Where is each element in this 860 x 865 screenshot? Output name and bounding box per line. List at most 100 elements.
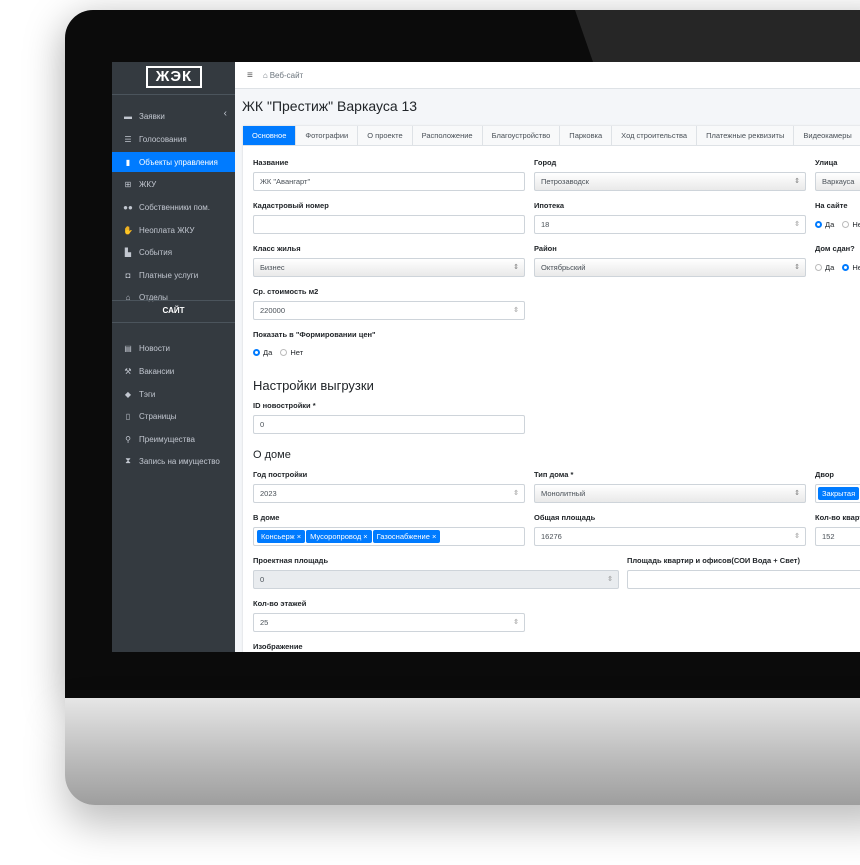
sidebar-item-label: Неоплата ЖКУ	[139, 225, 195, 235]
website-link[interactable]: Веб-сайт	[269, 70, 304, 80]
spinner-icon[interactable]: ⇳	[513, 619, 519, 626]
soi-input[interactable]	[627, 570, 860, 589]
sidebar-item[interactable]: ▮ Объекты управления	[112, 152, 235, 172]
radio-group: Да Нет	[815, 263, 860, 272]
inhouse-tag[interactable]: Консьерж ×	[257, 530, 306, 543]
tab[interactable]: Видеокамеры	[794, 126, 860, 145]
select-arrows-icon[interactable]: ⇕	[794, 264, 800, 271]
name-input[interactable]: ЖК "Авангарт"	[253, 172, 525, 191]
sidebar-item[interactable]: ●● Собственники пом.	[112, 197, 235, 217]
sidebar-item[interactable]: ▬ Заявки	[112, 106, 235, 126]
newspaper-icon: ▤	[124, 343, 132, 353]
id-input[interactable]: 0	[253, 415, 525, 434]
tab[interactable]: Парковка	[560, 126, 613, 145]
image-label: Изображение	[253, 642, 303, 651]
spinner-icon[interactable]: ⇳	[794, 533, 800, 540]
inhouse-label: В доме	[253, 513, 280, 522]
area-input[interactable]: 16276 ⇳	[534, 527, 806, 546]
select-arrows-icon[interactable]: ⇕	[513, 264, 519, 271]
sidebar-item-label: Голосования	[139, 134, 187, 144]
sidebar-item[interactable]: ✋ Неоплата ЖКУ	[112, 220, 235, 240]
price-label: Ср. стоимость м2	[253, 287, 319, 296]
logo[interactable]: ЖЭК	[146, 66, 202, 88]
sidebar-item[interactable]: ⧗ Запись на имущество	[112, 451, 235, 471]
area-value: 16276	[541, 532, 562, 541]
radio-yes[interactable]	[253, 349, 260, 356]
sidebar-item[interactable]: ▙ События	[112, 242, 235, 262]
sidebar-item-label: Заявки	[139, 111, 165, 121]
spinner-icon[interactable]: ⇳	[607, 576, 613, 583]
sidebar-item[interactable]: ⊞ ЖКУ	[112, 174, 235, 194]
radio-no-label: Нет	[290, 348, 304, 357]
tab[interactable]: О проекте	[358, 126, 413, 145]
sidebar-item[interactable]: ☰ Голосования	[112, 129, 235, 149]
sidebar-item[interactable]: ▯ Страницы	[112, 406, 235, 426]
sidebar-item-label: Преимущества	[139, 434, 195, 444]
sidebar-item-label: Объекты управления	[139, 157, 218, 167]
floors-input[interactable]: 25 ⇳	[253, 613, 525, 632]
sidebar-item-label: Отделы	[139, 292, 168, 302]
sidebar-item[interactable]: ⌂ Отделы	[112, 287, 235, 307]
yard-tag[interactable]: Закрытая	[818, 487, 860, 500]
floors-value: 25	[260, 618, 269, 627]
sidebar-item-label: Собственники пом.	[139, 202, 210, 212]
spinner-icon[interactable]: ⇳	[513, 490, 519, 497]
screen: ЖЭК ▬ Заявки ☰ Голосования ▮ Объекты управлен…	[112, 62, 860, 652]
mortgage-input[interactable]: 18 ⇳	[534, 215, 806, 234]
city-value: Петрозаводск	[541, 177, 589, 186]
street-input[interactable]: Варкауса	[815, 172, 860, 191]
landmark-icon: ⌂	[125, 292, 131, 302]
sidebar-section-site: САЙТ	[162, 306, 185, 315]
tab[interactable]: Основное	[243, 126, 297, 145]
flats-value: 152	[822, 532, 835, 541]
yard-input[interactable]: Закрытая	[815, 484, 860, 503]
inhouse-tag[interactable]: Мусоропровод ×	[306, 530, 372, 543]
spinner-icon[interactable]: ⇳	[794, 221, 800, 228]
divider	[112, 322, 235, 323]
inhouse-tag[interactable]: Газоснабжение ×	[372, 530, 441, 543]
street-value: Варкауса	[822, 177, 855, 186]
divider	[112, 300, 235, 301]
users-icon: ●●	[123, 202, 133, 212]
radio-yes[interactable]	[815, 221, 822, 228]
sidebar-item[interactable]: ◆ Тэги	[112, 384, 235, 404]
chevron-left-icon[interactable]: ‹	[223, 108, 227, 119]
design-input[interactable]: 0 ⇳	[253, 570, 619, 589]
radio-no[interactable]	[842, 264, 850, 271]
radio-group: Да Нет	[253, 348, 303, 357]
table-icon: ⊞	[124, 179, 132, 189]
price-value: 220000	[260, 306, 286, 315]
sidebar-item[interactable]: ⚲ Преимущества	[112, 429, 235, 449]
city-input[interactable]: Петрозаводск ⇕	[534, 172, 806, 191]
type-input[interactable]: Монолитный ⇕	[534, 484, 806, 503]
select-arrows-icon[interactable]: ⇕	[794, 178, 800, 185]
radio-no[interactable]	[842, 221, 850, 228]
floors-label: Кол-во этажей	[253, 599, 307, 608]
sidebar-item[interactable]: ⚒ Вакансии	[112, 361, 235, 381]
district-input[interactable]: Октябрьский ⇕	[534, 258, 806, 277]
class-label: Класс жилья	[253, 244, 301, 253]
name-value: ЖК "Авангарт"	[260, 177, 311, 186]
tab[interactable]: Благоустройство	[483, 126, 561, 145]
tab[interactable]: Ход строительства	[612, 126, 698, 145]
radio-yes[interactable]	[815, 264, 822, 271]
year-input[interactable]: 2023 ⇳	[253, 484, 525, 503]
select-arrows-icon[interactable]: ⇕	[794, 490, 800, 497]
class-input[interactable]: Бизнес ⇕	[253, 258, 525, 277]
spinner-icon[interactable]: ⇳	[513, 307, 519, 314]
hamburger-menu-icon[interactable]: ≡	[247, 69, 253, 81]
cadastral-input[interactable]	[253, 215, 525, 234]
sidebar-item[interactable]: ▤ Новости	[112, 338, 235, 358]
file-icon: ▯	[125, 411, 131, 421]
tab[interactable]: Платежные реквизиты	[697, 126, 795, 145]
inhouse-input[interactable]: Консьерж × Мусоропровод × Газоснабжение ×	[253, 527, 525, 546]
radio-no[interactable]	[280, 349, 288, 356]
flats-input[interactable]: 152	[815, 527, 860, 546]
sidebar-item[interactable]: ◘ Платные услуги	[112, 265, 235, 285]
tab[interactable]: Фотографии	[296, 126, 359, 145]
tab[interactable]: Расположение	[413, 126, 483, 145]
bus-icon: ◘	[125, 270, 131, 280]
building-icon: ▮	[125, 157, 131, 167]
sidebar-item-label: ЖКУ	[139, 179, 157, 189]
price-input[interactable]: 220000 ⇳	[253, 301, 525, 320]
